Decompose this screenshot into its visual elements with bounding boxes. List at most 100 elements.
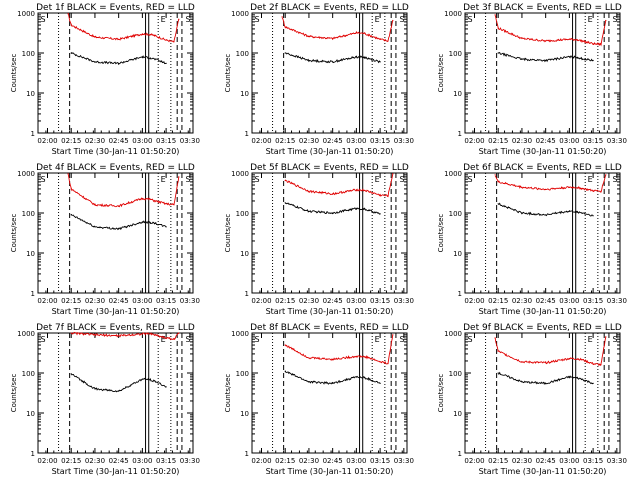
x-tick-label: 03:30	[607, 137, 627, 145]
data-point	[576, 187, 578, 189]
series-line-black	[285, 52, 381, 64]
y-tick-label: 1	[458, 450, 462, 458]
x-tick-label: 02:30	[85, 137, 105, 145]
panel-8: Det 8f BLACK = Events, RED = LLD 1 10 100 10…	[224, 323, 414, 476]
x-tick-label: 02:15	[488, 297, 508, 305]
data-point	[118, 205, 120, 207]
data-point	[154, 58, 156, 60]
y-tick-label: 1000	[231, 170, 249, 178]
panel-title: Det 7f BLACK = Events, RED = LLD	[36, 323, 195, 333]
plot-frame	[37, 172, 194, 294]
x-axis-label: Start Time (30-Jan-11 01:50:20)	[479, 467, 607, 476]
data-point	[497, 181, 499, 183]
series-line-red	[71, 331, 180, 341]
data-point	[178, 18, 180, 20]
data-point	[165, 203, 167, 205]
series-line-red	[494, 336, 607, 367]
x-tick-label: 03:00	[132, 457, 152, 465]
panel-1: Det 1f BLACK = Events, RED = LLD 1 10 100 10…	[10, 3, 200, 156]
data-point	[592, 215, 594, 217]
y-axis-label: Counts/sec	[437, 374, 445, 413]
data-point	[545, 362, 547, 364]
y-tick-label: 100	[449, 210, 462, 218]
data-point	[308, 190, 310, 192]
data-point	[592, 190, 594, 192]
y-tick-label: 1000	[17, 170, 35, 178]
data-point	[545, 214, 547, 216]
data-point	[70, 373, 72, 375]
marker-letter: S	[185, 15, 190, 24]
data-point	[363, 32, 365, 34]
x-tick-label: 03:15	[370, 297, 390, 305]
series-line-red	[67, 12, 180, 43]
x-axis-label: Start Time (30-Jan-11 01:50:20)	[266, 307, 394, 316]
data-point	[70, 52, 72, 54]
x-axis-label: Start Time (30-Jan-11 01:50:20)	[52, 307, 180, 316]
data-point	[387, 195, 389, 197]
x-tick-label: 03:30	[180, 137, 200, 145]
marker-letter: E	[161, 175, 166, 184]
data-point	[355, 32, 357, 34]
data-point	[70, 214, 72, 216]
panel-title: Det 9f BLACK = Events, RED = LLD	[463, 323, 622, 333]
data-point	[332, 37, 334, 40]
panel-title: Det 4f BLACK = Events, RED = LLD	[36, 163, 195, 173]
data-point	[94, 388, 96, 390]
data-point	[368, 34, 370, 36]
plot-frame	[251, 172, 408, 294]
y-tick-label: 10	[240, 250, 249, 258]
marker-letter: E	[588, 335, 593, 344]
series-line-black	[284, 202, 381, 215]
plot-frame	[251, 332, 408, 454]
data-point	[494, 14, 496, 16]
marker-letter: S	[254, 335, 259, 344]
plot-frame	[464, 332, 621, 454]
plot-frame	[464, 12, 621, 134]
data-point	[392, 334, 394, 336]
y-tick-label: 1000	[444, 170, 462, 178]
data-point	[141, 221, 143, 223]
data-point	[154, 35, 156, 37]
data-point	[154, 380, 156, 382]
data-point	[178, 176, 180, 178]
data-point	[118, 335, 120, 337]
data-point	[94, 61, 96, 63]
data-point	[308, 357, 310, 359]
x-tick-label: 02:15	[275, 457, 295, 465]
x-tick-label: 03:00	[559, 457, 579, 465]
x-axis-label: Start Time (30-Jan-11 01:50:20)	[52, 147, 180, 156]
y-tick-label: 100	[22, 210, 35, 218]
data-point	[581, 187, 583, 190]
x-tick-label: 02:15	[275, 137, 295, 145]
x-tick-label: 03:15	[583, 137, 603, 145]
data-point	[94, 36, 96, 38]
x-tick-label: 02:30	[512, 137, 532, 145]
panel-9: Det 9f BLACK = Events, RED = LLD 1 10 100 10…	[437, 323, 627, 476]
y-tick-label: 1000	[231, 10, 249, 18]
y-tick-label: 100	[449, 370, 462, 378]
marker-letter: S	[40, 335, 45, 344]
data-point	[521, 186, 523, 188]
data-point	[332, 193, 334, 195]
y-axis-label: Counts/sec	[10, 374, 18, 413]
marker-letter: S	[467, 335, 472, 344]
series-line-red	[284, 334, 394, 365]
marker-letter: S	[254, 175, 259, 184]
y-tick-label: 10	[26, 250, 35, 258]
data-point	[149, 33, 151, 36]
data-point	[379, 361, 381, 363]
y-tick-label: 1000	[444, 330, 462, 338]
data-point	[363, 189, 365, 191]
panel-title: Det 5f BLACK = Events, RED = LLD	[250, 163, 409, 173]
data-point	[497, 203, 499, 205]
data-point	[141, 197, 143, 200]
x-tick-label: 02:30	[512, 457, 532, 465]
x-tick-label: 03:15	[583, 457, 603, 465]
y-tick-label: 1	[245, 290, 249, 298]
data-point	[154, 200, 156, 202]
data-point	[141, 378, 143, 380]
y-tick-label: 10	[26, 90, 35, 98]
data-point	[149, 379, 151, 381]
data-point	[165, 62, 167, 64]
data-point	[178, 332, 180, 334]
